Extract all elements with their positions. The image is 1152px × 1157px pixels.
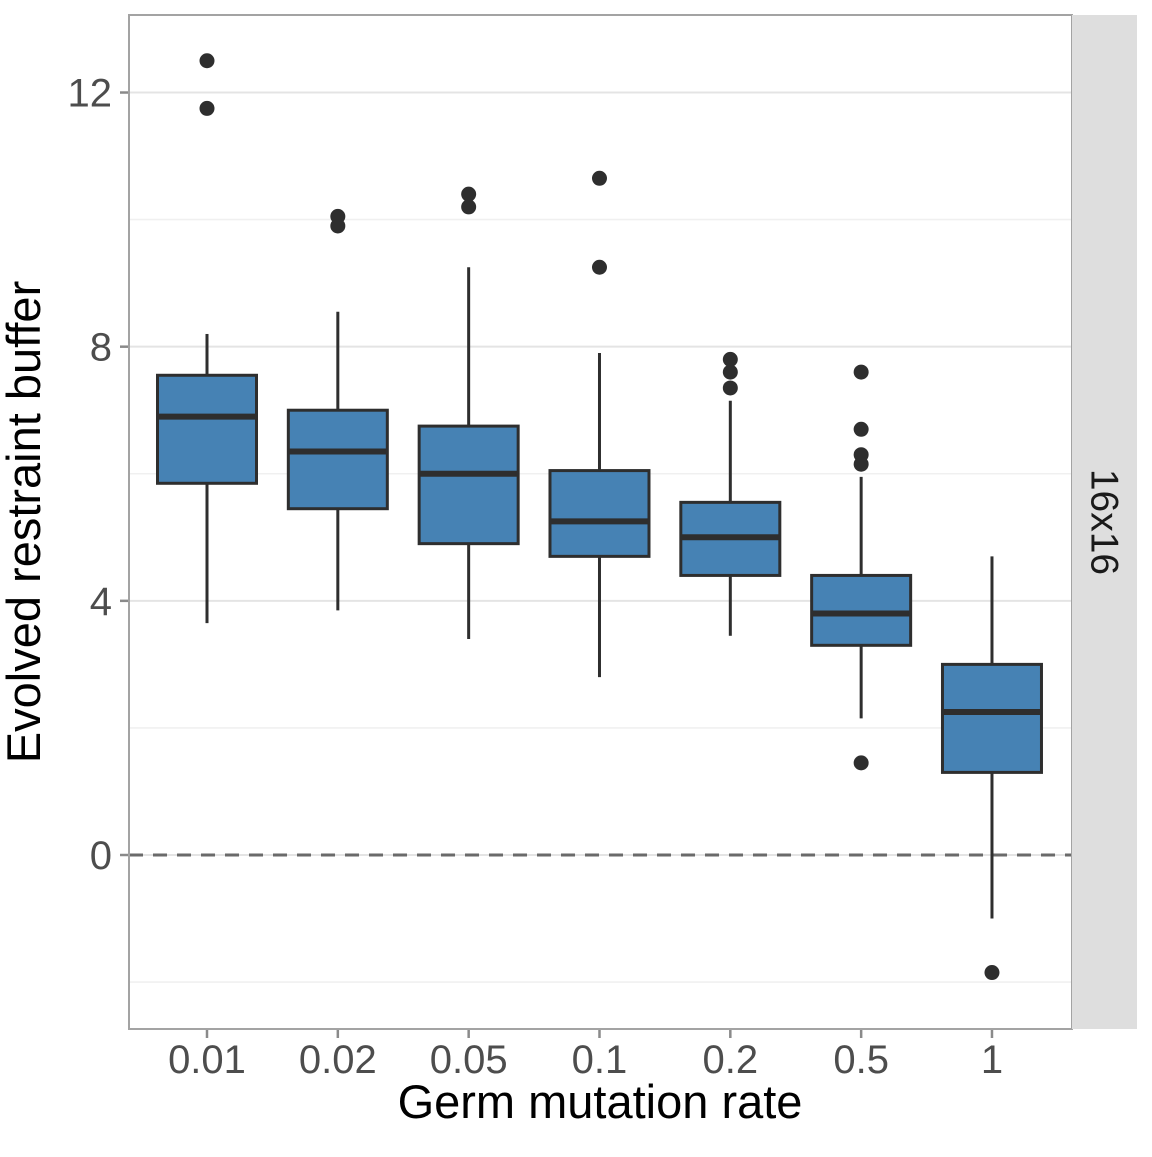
x-tick-label: 0.2 [703, 1038, 759, 1082]
facet-strip-label: 16x16 [1083, 469, 1126, 575]
outlier-point [461, 186, 477, 202]
outlier-point [722, 364, 738, 380]
facet-strip: 16x16 [1072, 15, 1137, 1029]
outlier-point [199, 100, 215, 116]
box-0.01 [156, 373, 258, 485]
outlier-point [853, 364, 869, 380]
outlier-point [853, 755, 869, 771]
y-tick-label: 12 [68, 72, 113, 116]
box-0.5 [810, 573, 913, 647]
box-0.02 [286, 408, 389, 511]
outlier-point [722, 380, 738, 396]
y-axis-title: Evolved restraint buffer [0, 281, 50, 763]
y-tick-label: 4 [90, 580, 112, 624]
facet-strip-background [1072, 15, 1137, 1029]
y-tick-label: 0 [90, 834, 112, 878]
y-tick-label: 8 [90, 326, 112, 370]
outlier-point [461, 199, 477, 215]
x-tick-label: 0.01 [168, 1038, 246, 1082]
x-tick-label: 0.5 [833, 1038, 889, 1082]
outlier-point [722, 351, 738, 367]
outlier-point [984, 965, 1000, 981]
plot-panel: 0.01 0.02 0.05 0.1 0.2 0.5 1 0 4 8 12 [68, 53, 1072, 1082]
x-axis-title: Germ mutation rate [398, 1075, 803, 1128]
box-0.1 [548, 469, 651, 558]
x-tick-label: 1 [981, 1038, 1003, 1082]
outlier-point [199, 53, 215, 69]
outlier-point [591, 259, 607, 275]
outlier-point [853, 421, 869, 437]
x-tick-label: 0.02 [299, 1038, 377, 1082]
box-1 [940, 662, 1043, 774]
outlier-point [330, 218, 346, 234]
outlier-point [591, 170, 607, 186]
box-0.05 [417, 424, 520, 546]
outlier-point [853, 456, 869, 472]
x-tick-label: 0.05 [430, 1038, 508, 1082]
x-tick-label: 0.1 [572, 1038, 628, 1082]
